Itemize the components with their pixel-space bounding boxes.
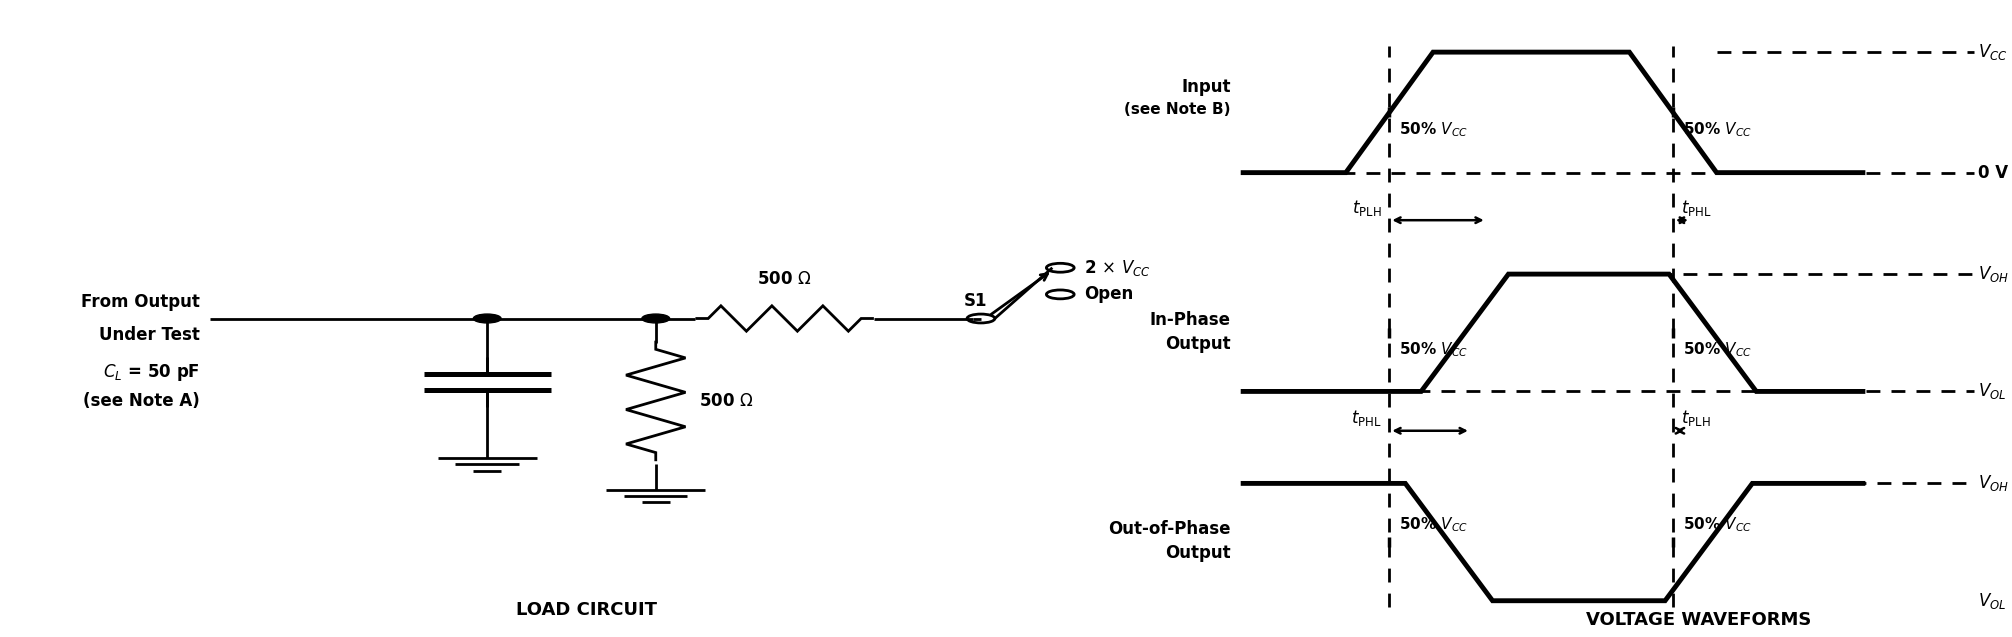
Circle shape <box>642 314 670 323</box>
Text: Output: Output <box>1165 545 1231 562</box>
Text: (see Note B): (see Note B) <box>1125 102 1231 117</box>
Text: $t_{\rm PHL}$: $t_{\rm PHL}$ <box>1680 197 1712 218</box>
Text: 50% $V_{CC}$: 50% $V_{CC}$ <box>1682 120 1752 139</box>
Text: Under Test: Under Test <box>99 326 199 344</box>
Text: 500 $\Omega$: 500 $\Omega$ <box>757 270 813 288</box>
Text: 50% $V_{CC}$: 50% $V_{CC}$ <box>1400 120 1469 139</box>
Text: $V_{OH}$: $V_{OH}$ <box>1978 264 2010 284</box>
Text: $t_{\rm PLH}$: $t_{\rm PLH}$ <box>1352 197 1382 218</box>
Text: In-Phase: In-Phase <box>1149 311 1231 329</box>
Text: LOAD CIRCUIT: LOAD CIRCUIT <box>515 601 656 619</box>
Text: S1: S1 <box>964 292 988 310</box>
Text: $t_{\rm PHL}$: $t_{\rm PHL}$ <box>1350 408 1382 428</box>
Text: $V_{OH}$: $V_{OH}$ <box>1978 473 2010 494</box>
Circle shape <box>473 314 501 323</box>
Text: Open: Open <box>1084 285 1133 303</box>
Text: 2 $\times$ $V_{CC}$: 2 $\times$ $V_{CC}$ <box>1084 258 1151 278</box>
Text: 500 $\Omega$: 500 $\Omega$ <box>700 392 754 410</box>
Text: 0 V: 0 V <box>1978 164 2008 182</box>
Text: 50% $V_{CC}$: 50% $V_{CC}$ <box>1400 340 1469 359</box>
Text: 50% $V_{CC}$: 50% $V_{CC}$ <box>1682 340 1752 359</box>
Text: $t_{\rm PLH}$: $t_{\rm PLH}$ <box>1680 408 1710 428</box>
Text: From Output: From Output <box>80 293 199 311</box>
Text: $C_L$ = 50 pF: $C_L$ = 50 pF <box>103 362 199 383</box>
Text: $V_{OL}$: $V_{OL}$ <box>1978 382 2006 401</box>
Text: 50% $V_{CC}$: 50% $V_{CC}$ <box>1400 516 1469 534</box>
Text: Out-of-Phase: Out-of-Phase <box>1109 520 1231 538</box>
Text: 50% $V_{CC}$: 50% $V_{CC}$ <box>1682 516 1752 534</box>
Text: VOLTAGE WAVEFORMS: VOLTAGE WAVEFORMS <box>1585 612 1811 629</box>
Text: Input: Input <box>1181 78 1231 96</box>
Text: Output: Output <box>1165 335 1231 353</box>
Text: (see Note A): (see Note A) <box>82 392 199 410</box>
Text: $V_{OL}$: $V_{OL}$ <box>1978 590 2006 611</box>
Text: $V_{CC}$: $V_{CC}$ <box>1978 42 2008 62</box>
